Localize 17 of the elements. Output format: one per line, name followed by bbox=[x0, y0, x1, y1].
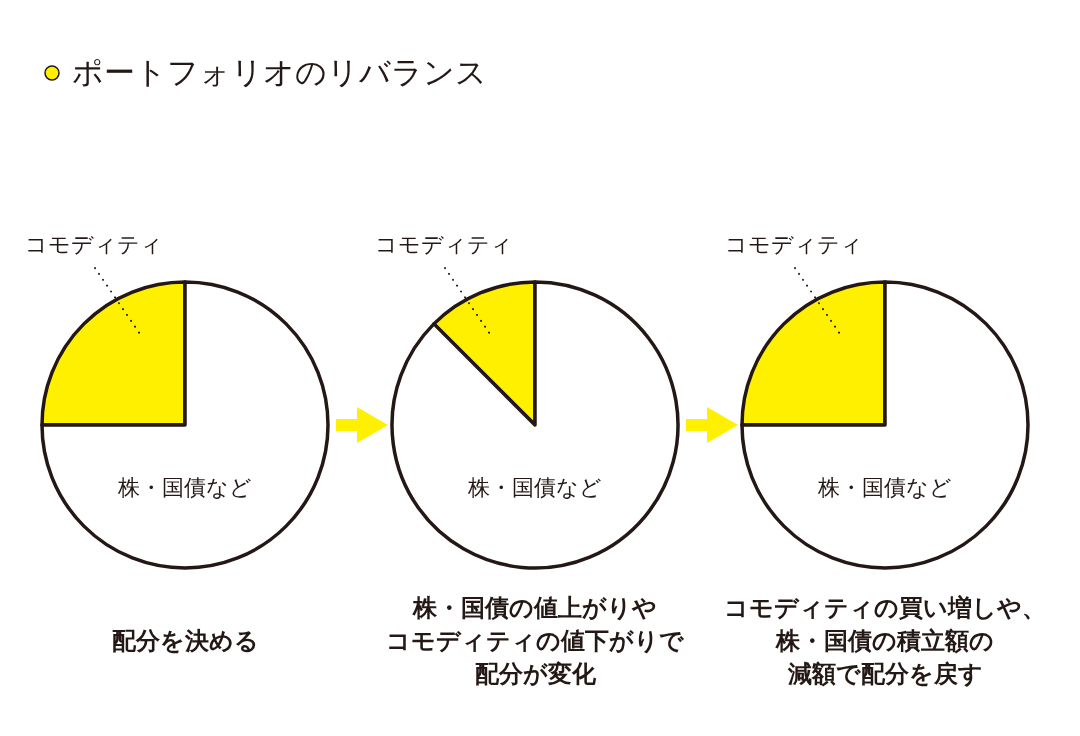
slice-label: 株・国債など bbox=[817, 475, 952, 500]
slice-label: コモディティ bbox=[25, 232, 163, 257]
pie-slice bbox=[40, 280, 330, 570]
slice-label: 株・国債など bbox=[117, 475, 252, 500]
text: 配分が変化 bbox=[474, 660, 597, 688]
text: コモディティの値下がりで bbox=[386, 627, 685, 655]
slice-label: コモディティ bbox=[375, 232, 513, 257]
text: 株・国債の値上がりや bbox=[412, 594, 657, 622]
chart-title: ポートフォリオのリバランス bbox=[72, 54, 487, 90]
text: 減額で配分を戻す bbox=[786, 660, 983, 688]
pie-slice bbox=[740, 280, 1030, 570]
text: 配分を決める bbox=[111, 627, 259, 655]
text: コモディティの買い増しや、 bbox=[724, 594, 1046, 622]
slice-label: コモディティ bbox=[725, 232, 863, 257]
slice-label: 株・国債など bbox=[467, 475, 602, 500]
text: 株・国債の積立額の bbox=[775, 627, 994, 655]
pie-slice bbox=[390, 280, 680, 570]
